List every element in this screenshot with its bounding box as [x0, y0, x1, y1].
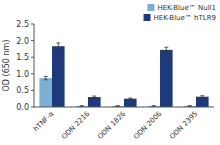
legend-swatch — [147, 4, 154, 11]
bars-group — [39, 43, 208, 107]
x-tick-label: ODN 1826 — [96, 109, 128, 141]
error-bar — [56, 43, 60, 50]
bar — [196, 97, 209, 107]
error-cap — [152, 105, 156, 106]
y-axis-line — [34, 24, 35, 107]
error-line — [45, 76, 46, 79]
legend-swatch — [144, 14, 151, 21]
error-bar — [164, 47, 168, 52]
error-cap — [116, 105, 120, 106]
error-cap — [44, 79, 48, 80]
error-cap — [56, 49, 60, 50]
error-cap — [164, 52, 168, 53]
error-cap — [92, 96, 96, 97]
y-tick-label: 2.0 — [16, 37, 29, 46]
bar — [160, 50, 173, 107]
error-cap — [92, 98, 96, 99]
x-tick-label: ODN 2216 — [60, 109, 92, 141]
error-line — [166, 47, 167, 52]
bar — [124, 99, 137, 107]
error-bar — [92, 96, 96, 98]
error-cap — [56, 42, 60, 43]
legend-label: HEK-Blue™ hTLR9 — [154, 14, 216, 22]
error-cap — [164, 47, 168, 48]
error-cap — [188, 105, 192, 106]
bar — [88, 97, 101, 107]
error-line — [58, 43, 59, 50]
bar — [52, 46, 65, 107]
error-cap — [80, 105, 84, 106]
error-cap — [44, 76, 48, 77]
x-tick-label: ODN 2006 — [132, 109, 164, 141]
error-bar — [128, 98, 132, 99]
y-axis-label: OD (650 nm) — [2, 40, 11, 92]
x-axis-line — [34, 107, 214, 108]
error-cap — [128, 99, 132, 100]
x-tick-label: ODN 2395 — [168, 110, 199, 141]
error-cap — [200, 95, 204, 96]
chart-container: 0.00.51.01.52.02.5OD (650 nm)hTNF-αODN 2… — [0, 0, 220, 145]
y-tick-label: 1.5 — [16, 53, 29, 62]
y-tick-label: 2.5 — [16, 20, 29, 29]
x-tick-label: hTNF-α — [32, 109, 56, 133]
legend: HEK-Blue™ Null1 HEK-Blue™ hTLR9 — [144, 4, 216, 22]
error-bar — [200, 96, 204, 98]
bar — [39, 78, 52, 107]
error-cap — [200, 97, 204, 98]
legend-label: HEK-Blue™ Null1 — [157, 4, 216, 12]
chart-svg: 0.00.51.01.52.02.5OD (650 nm)hTNF-αODN 2… — [0, 0, 220, 145]
y-tick-label: 0.0 — [16, 103, 29, 112]
error-bar — [44, 76, 48, 79]
error-cap — [128, 98, 132, 99]
y-tick-label: 0.5 — [16, 86, 29, 95]
y-tick-label: 1.0 — [16, 70, 29, 79]
